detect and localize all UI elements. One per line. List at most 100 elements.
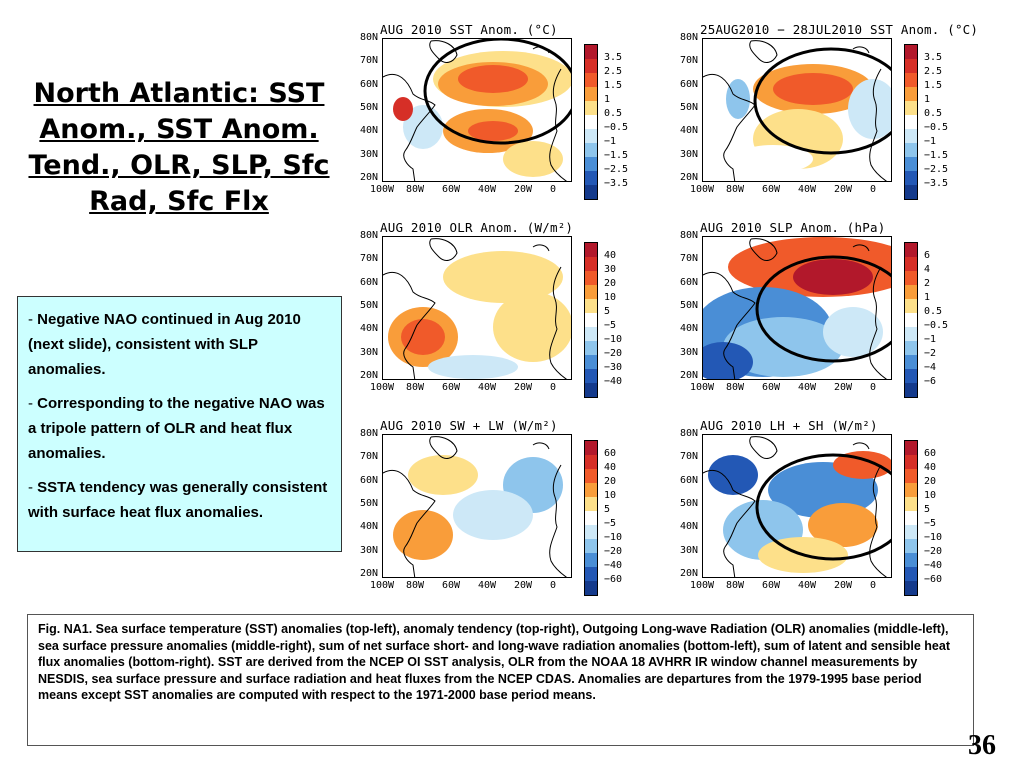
color-scale-segment xyxy=(905,157,917,171)
coastline xyxy=(383,40,567,181)
longitude-label: 40W xyxy=(478,184,497,195)
color-scale-segment xyxy=(585,271,597,285)
latitude-label: 80N xyxy=(360,230,379,241)
anomaly-map xyxy=(702,236,892,380)
panel-title: AUG 2010 OLR Anom. (W/m²) xyxy=(380,220,574,235)
scale-label: −1.5 xyxy=(924,150,949,161)
color-scale-segment xyxy=(905,341,917,355)
anomaly-blob xyxy=(823,307,883,357)
scale-label: −60 xyxy=(924,574,943,585)
bullet-item: - SSTA tendency was generally consistent… xyxy=(28,479,328,521)
map-panel: AUG 2010 SLP Anom. (hPa) 80N 70N 60N 50N 40N 3… xyxy=(680,220,992,404)
scale-label: 2.5 xyxy=(604,66,623,77)
scale-label: 1 xyxy=(924,292,931,303)
latitude-label: 80N xyxy=(360,32,379,43)
color-scale-bar xyxy=(584,440,598,596)
longitude-label: 60W xyxy=(442,382,461,393)
color-scale-bar xyxy=(584,242,598,398)
bullet-box: - Negative NAO continued in Aug 2010 (ne… xyxy=(17,296,342,552)
longitude-label: 20W xyxy=(514,184,533,195)
color-scale-segment xyxy=(585,455,597,469)
highlight-circle xyxy=(753,47,891,155)
scale-label: −40 xyxy=(604,376,623,387)
longitude-label: 100W xyxy=(370,580,395,591)
panel-title: AUG 2010 SW + LW (W/m²) xyxy=(380,418,558,433)
color-scale-segment xyxy=(905,355,917,369)
longitude-label: 20W xyxy=(834,184,853,195)
longitude-label: 0 xyxy=(870,184,877,195)
color-scale-segment xyxy=(905,171,917,185)
longitude-label: 40W xyxy=(798,580,817,591)
scale-label: 2 xyxy=(924,278,931,289)
highlight-circle xyxy=(755,255,891,363)
figure-caption: Fig. NA1. Sea surface temperature (SST) … xyxy=(27,614,974,746)
anomaly-map xyxy=(702,38,892,182)
color-scale-bar xyxy=(584,44,598,200)
anomaly-map xyxy=(382,434,572,578)
color-scale-segment xyxy=(905,567,917,581)
latitude-label: 50N xyxy=(680,300,699,311)
anomaly-blob xyxy=(388,152,448,176)
map-area: 80N 70N 60N 50N 40N 30N 20N 100W 80W 60W 40W 20W 0 xyxy=(360,32,572,195)
scale-label: 3.5 xyxy=(604,52,623,63)
color-scale-segment xyxy=(585,567,597,581)
highlight-circle xyxy=(755,453,891,561)
bullet-text: Corresponding to the negative NAO was a … xyxy=(28,395,325,462)
color-scale-segment xyxy=(905,285,917,299)
scale-label: 4 xyxy=(924,264,931,275)
color-scale-segment xyxy=(585,469,597,483)
latitude-label: 50N xyxy=(680,498,699,509)
map-area: 80N 70N 60N 50N 40N 30N 20N 100W 80W 60W 40W 20W 0 xyxy=(680,428,892,591)
longitude-label: 20W xyxy=(514,382,533,393)
scale-label: 0.5 xyxy=(604,108,623,119)
anomaly-blob xyxy=(793,259,873,295)
color-scale-segment xyxy=(905,87,917,101)
longitude-label: 40W xyxy=(798,382,817,393)
longitude-label: 40W xyxy=(478,580,497,591)
slide-title: North Atlantic: SST Anom., SST Anom. Ten… xyxy=(28,78,330,217)
map-area: 80N 70N 60N 50N 40N 30N 20N 100W 80W 60W 40W 20W 0 xyxy=(360,230,572,393)
longitude-label: 60W xyxy=(762,580,781,591)
anomaly-map xyxy=(382,236,572,380)
anomaly-field xyxy=(383,435,571,577)
scale-label: −5 xyxy=(604,320,617,331)
panel-title: AUG 2010 SST Anom. (°C) xyxy=(380,22,558,37)
scale-label: −3.5 xyxy=(924,178,949,189)
coastline xyxy=(703,40,887,181)
coastline xyxy=(703,436,887,577)
latitude-label: 80N xyxy=(680,428,699,439)
scale-label: 1 xyxy=(604,94,611,105)
longitude-label: 40W xyxy=(798,184,817,195)
color-scale-segment xyxy=(585,171,597,185)
map-panel: AUG 2010 SW + LW (W/m²) 80N 70N 60N 50N 40N 30… xyxy=(360,418,672,602)
color-scale-segment xyxy=(585,327,597,341)
scale-label: −0.5 xyxy=(924,122,949,133)
color-scale-segment xyxy=(585,441,597,455)
color-scale-segment xyxy=(905,483,917,497)
latitude-label: 50N xyxy=(680,102,699,113)
scale-label: 5 xyxy=(924,504,931,515)
map-panel: AUG 2010 OLR Anom. (W/m²) 80N 70N 60N 50N 40N… xyxy=(360,220,672,404)
color-scale-segment xyxy=(585,497,597,511)
latitude-label: 40N xyxy=(360,521,379,533)
color-scale-segment xyxy=(905,243,917,257)
latitude-label: 40N xyxy=(680,521,699,533)
anomaly-blob xyxy=(393,97,413,121)
scale-label: 10 xyxy=(924,490,937,501)
scale-label: −10 xyxy=(604,334,623,345)
map-area: 80N 70N 60N 50N 40N 30N 20N 100W 80W 60W 40W 20W 0 xyxy=(680,32,892,195)
latitude-label: 50N xyxy=(360,300,379,311)
anomaly-blob xyxy=(773,73,853,105)
longitude-label: 0 xyxy=(870,580,877,591)
scale-label: 60 xyxy=(924,448,937,459)
anomaly-blob xyxy=(443,251,563,303)
color-scale-segment xyxy=(585,511,597,525)
anomaly-blob xyxy=(703,342,753,379)
scale-label: 20 xyxy=(604,476,617,487)
anomaly-blob xyxy=(708,455,758,495)
scale-label: −30 xyxy=(604,362,623,373)
anomaly-blob xyxy=(428,355,518,379)
color-scale-segment xyxy=(905,101,917,115)
scale-label: 1.5 xyxy=(604,80,623,91)
scale-label: 0.5 xyxy=(924,108,943,119)
